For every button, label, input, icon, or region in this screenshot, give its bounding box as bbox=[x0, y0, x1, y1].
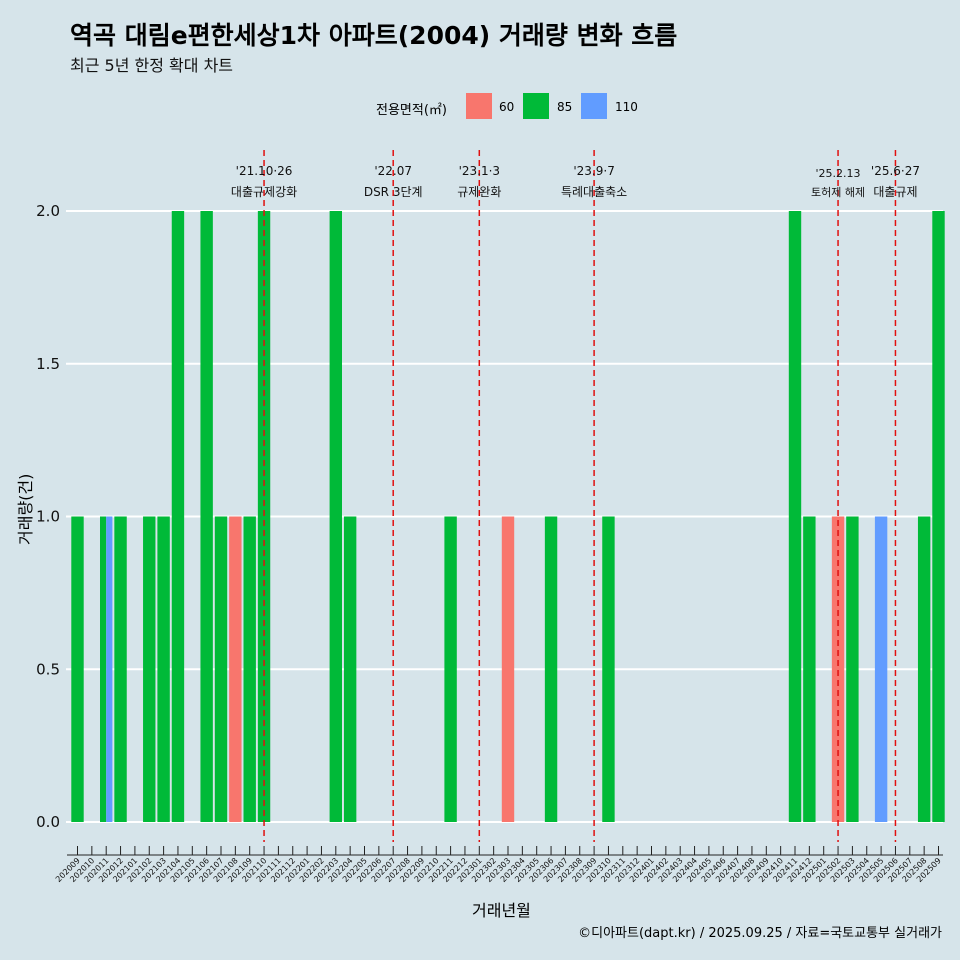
annotation-label-202301: 규제완화 bbox=[457, 185, 501, 199]
bar-202211-85 bbox=[444, 516, 457, 822]
bar-202502-60 bbox=[831, 516, 845, 822]
y-tick-label: 0.0 bbox=[36, 813, 60, 831]
annotation-date-202309: '23.9·7 bbox=[573, 164, 614, 178]
bar-202011-85 bbox=[100, 516, 107, 822]
y-axis-label: 거래량(건) bbox=[16, 473, 35, 545]
bar-202508-85 bbox=[917, 516, 931, 822]
bar-202306-85 bbox=[544, 516, 558, 822]
annotation-date-202502: '25.2.13 bbox=[816, 167, 861, 180]
legend-label-60: 60 bbox=[499, 100, 515, 114]
bar-202009-85 bbox=[71, 516, 84, 822]
bar-202104-85 bbox=[171, 211, 185, 822]
bar-202012-85 bbox=[114, 516, 127, 822]
bar-202412-85 bbox=[803, 516, 816, 822]
annotation-date-202207: '22.07 bbox=[374, 164, 412, 178]
bar-202411-85 bbox=[788, 211, 802, 822]
legend-title: 전용면적(㎡) bbox=[376, 103, 447, 118]
annotation-label-202502: 토허제 해제 bbox=[811, 185, 865, 199]
bar-202109-85 bbox=[243, 516, 256, 822]
bar-202203-85 bbox=[329, 211, 342, 822]
bar-202310-85 bbox=[602, 516, 615, 822]
legend: 전용면적(㎡) 60 85 110 bbox=[0, 92, 960, 122]
annotation-label-202506: 대출규제 bbox=[873, 185, 917, 199]
chart-subtitle: 최근 5년 한정 확대 차트 bbox=[70, 56, 234, 75]
bar-202503-85 bbox=[846, 516, 859, 822]
annotation-date-202110: '21.10·26 bbox=[236, 164, 293, 178]
annotation-date-202301: '23.1·3 bbox=[459, 164, 500, 178]
bar-202103-85 bbox=[157, 516, 170, 822]
annotation-date-202506: '25.6·27 bbox=[871, 164, 920, 178]
bar-202303-60 bbox=[501, 516, 515, 822]
legend-key-85 bbox=[523, 93, 549, 119]
bar-202107-85 bbox=[214, 516, 228, 822]
y-tick-label: 1.0 bbox=[36, 508, 60, 526]
bar-202509-85 bbox=[932, 211, 945, 822]
bar-202102-85 bbox=[143, 516, 156, 822]
annotation-label-202207: DSR 3단계 bbox=[364, 185, 423, 199]
source-caption: ©디아파트(dapt.kr) / 2025.09.25 / 자료=국토교통부 실… bbox=[578, 926, 942, 941]
annotation-label-202309: 특례대출축소 bbox=[561, 185, 627, 199]
y-tick-label: 2.0 bbox=[36, 202, 60, 220]
bar-202108-60 bbox=[229, 516, 242, 822]
legend-key-60 bbox=[466, 93, 492, 119]
chart-title: 역곡 대림e편한세상1차 아파트(2004) 거래량 변화 흐름 bbox=[70, 21, 678, 50]
y-tick-label: 1.5 bbox=[36, 355, 60, 373]
bar-202110-85 bbox=[257, 211, 271, 822]
x-axis-label: 거래년월 bbox=[472, 901, 531, 920]
bar-202505-110 bbox=[874, 516, 888, 822]
y-tick-label: 0.5 bbox=[36, 660, 60, 678]
bar-202106-85 bbox=[200, 211, 213, 822]
legend-key-110 bbox=[581, 93, 607, 119]
bar-202204-85 bbox=[343, 516, 357, 822]
annotation-label-202110: 대출규제강화 bbox=[231, 185, 297, 199]
legend-label-110: 110 bbox=[615, 100, 638, 114]
bar-202011-110 bbox=[106, 516, 113, 822]
legend-label-85: 85 bbox=[557, 100, 573, 114]
